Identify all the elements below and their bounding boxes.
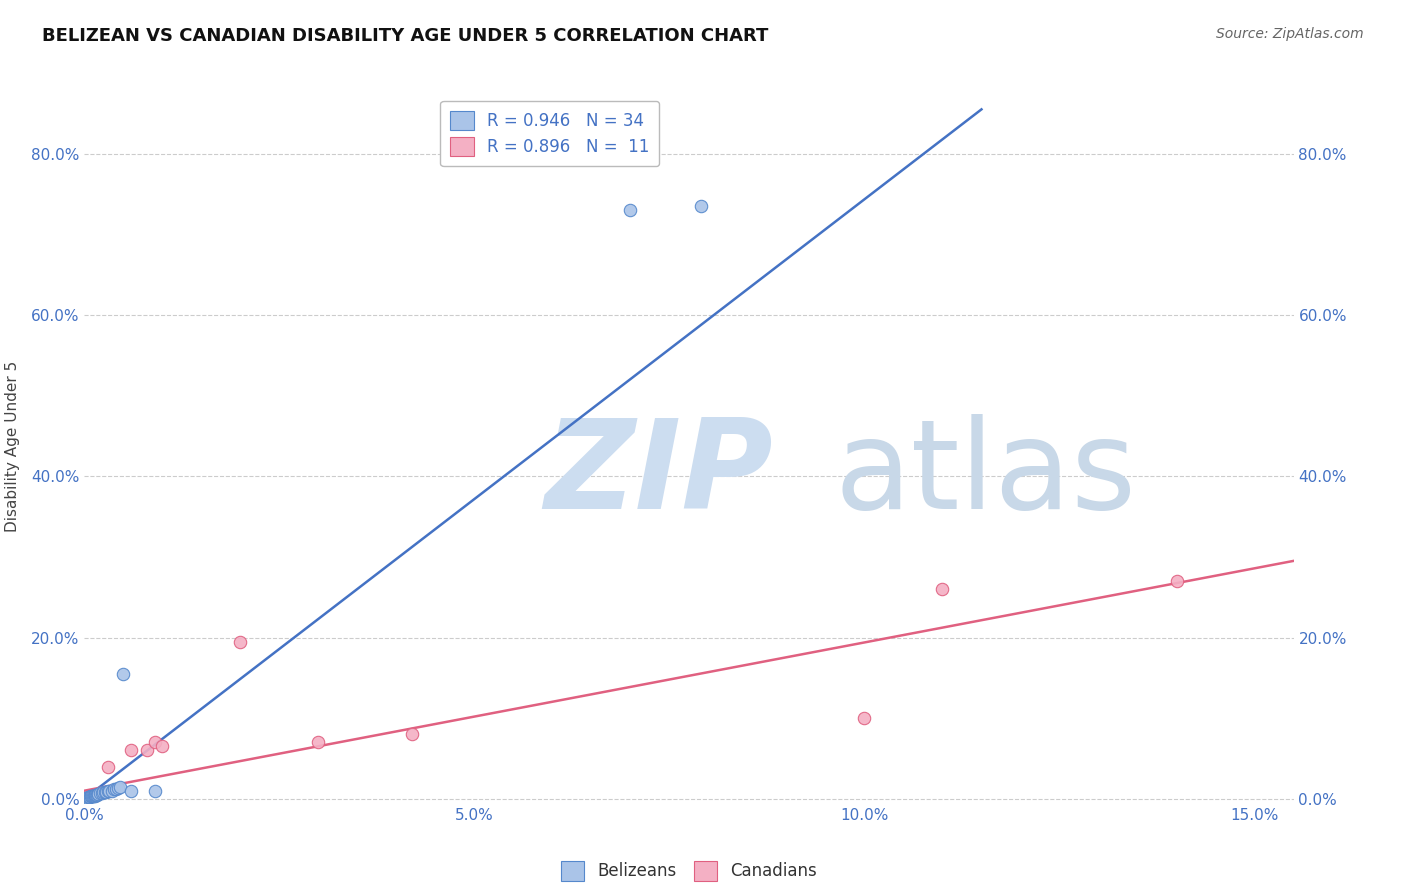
Text: BELIZEAN VS CANADIAN DISABILITY AGE UNDER 5 CORRELATION CHART: BELIZEAN VS CANADIAN DISABILITY AGE UNDE… (42, 27, 769, 45)
Point (76, 791, 98, 805)
Point (135, 743, 157, 757)
Point (120, 743, 142, 757)
Point (86, 787, 108, 801)
Point (307, 735, 329, 749)
Point (100, 783, 122, 797)
Point (86, 788, 108, 802)
Point (79, 789, 101, 804)
Point (689, 199, 711, 213)
Text: atlas: atlas (834, 414, 1136, 535)
Point (82, 789, 104, 804)
Point (90, 786, 112, 800)
Point (103, 782, 125, 797)
Point (93, 785, 115, 799)
Point (120, 783, 142, 797)
Point (143, 735, 166, 749)
Point (97, 759, 120, 773)
Point (98, 783, 121, 797)
Point (229, 634, 252, 648)
Point (84, 788, 107, 802)
Point (1166, 574, 1188, 588)
Text: ZIP: ZIP (544, 414, 772, 535)
Point (96, 784, 118, 798)
Point (82, 789, 104, 803)
Legend: Belizeans, Canadians: Belizeans, Canadians (554, 855, 824, 888)
Point (83, 789, 105, 803)
Point (80, 789, 103, 804)
Point (79, 790, 101, 805)
Point (76, 791, 98, 805)
Point (87, 787, 110, 801)
Point (77, 790, 100, 805)
Point (143, 783, 166, 797)
Point (401, 727, 423, 741)
Point (107, 781, 129, 796)
Y-axis label: Disability Age Under 5: Disability Age Under 5 (4, 360, 20, 532)
Point (150, 739, 173, 754)
Point (89, 786, 111, 800)
Point (77, 790, 100, 805)
Point (104, 782, 127, 797)
Point (84, 788, 107, 802)
Point (112, 666, 135, 681)
Point (931, 582, 953, 596)
Point (97, 783, 120, 797)
Point (91, 785, 114, 799)
Point (619, 203, 641, 218)
Text: Source: ZipAtlas.com: Source: ZipAtlas.com (1216, 27, 1364, 41)
Point (75, 791, 97, 805)
Point (83, 789, 105, 803)
Point (853, 711, 876, 725)
Point (110, 780, 132, 795)
